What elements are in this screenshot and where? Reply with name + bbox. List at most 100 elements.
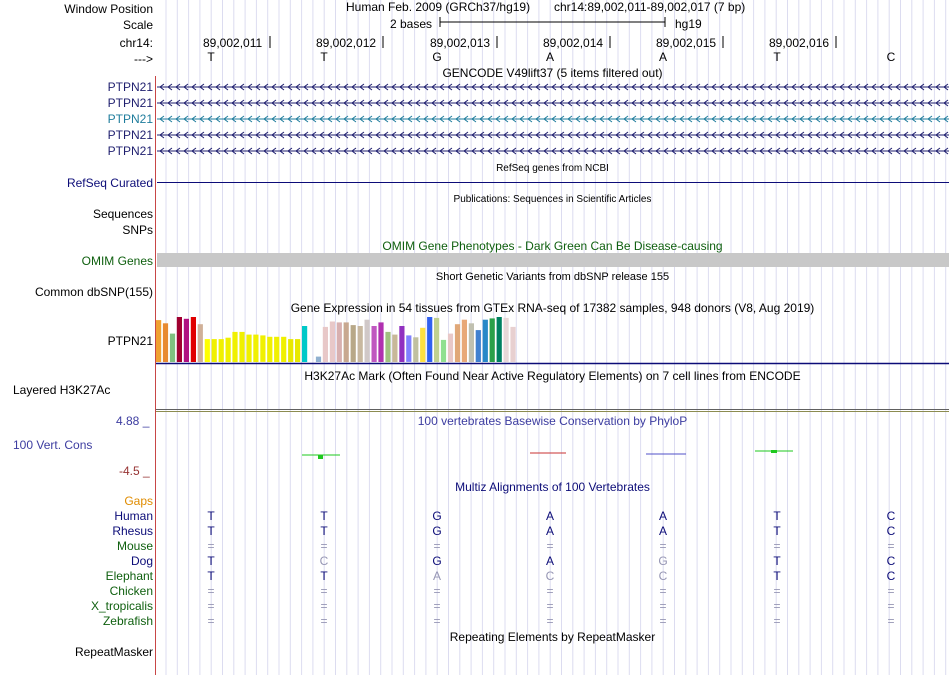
alignment-base: T	[773, 554, 781, 568]
ruler-position: 89,002,016	[769, 36, 830, 50]
gtex-bar	[510, 326, 516, 362]
alignment-base: =	[546, 614, 554, 628]
species-label[interactable]: Human	[114, 509, 153, 523]
alignment-base: =	[320, 614, 328, 628]
phylop-track-title[interactable]: 100 vertebrates Basewise Conservation by…	[417, 414, 688, 428]
gtex-bar	[183, 318, 189, 362]
snps-label[interactable]: SNPs	[122, 223, 153, 237]
multiz-track-title[interactable]: Multiz Alignments of 100 Vertebrates	[455, 480, 650, 494]
alignment-base: =	[207, 614, 215, 628]
alignment-base: T	[773, 524, 781, 538]
gencode-item-label[interactable]: PTPN21	[107, 112, 153, 126]
alignment-base: =	[433, 614, 441, 628]
window-position-label: Window Position	[64, 2, 153, 16]
alignment-base: T	[320, 509, 328, 523]
alignment-base: =	[773, 599, 781, 613]
gaps-label[interactable]: Gaps	[124, 494, 153, 508]
alignment-base: =	[207, 584, 215, 598]
omim-label[interactable]: OMIM Genes	[81, 254, 153, 268]
gtex-track-title[interactable]: Gene Expression in 54 tissues from GTEx …	[290, 301, 815, 315]
refseq-track-title[interactable]: RefSeq genes from NCBI	[496, 163, 609, 174]
alignment-base: =	[320, 539, 328, 553]
gtex-bar	[204, 339, 210, 362]
gtex-bar	[392, 334, 398, 362]
gtex-bar	[489, 318, 495, 362]
gencode-item-label[interactable]: PTPN21	[107, 96, 153, 110]
alignment-base: =	[433, 539, 441, 553]
strand-arrows	[159, 115, 949, 123]
ruler-position: 89,002,011	[203, 36, 263, 50]
refseq-label[interactable]: RefSeq Curated	[66, 176, 153, 190]
gencode-item-label[interactable]: PTPN21	[107, 128, 153, 142]
gtex-bar	[274, 336, 280, 362]
alignment-base: G	[658, 554, 668, 568]
omim-track-title[interactable]: OMIM Gene Phenotypes - Dark Green Can Be…	[382, 239, 723, 253]
species-label[interactable]: Rhesus	[112, 524, 153, 538]
alignment-base: =	[546, 539, 554, 553]
species-label[interactable]: Mouse	[116, 539, 153, 553]
gtex-bar	[475, 330, 481, 362]
gtex-bar	[253, 334, 259, 362]
alignment-base: =	[887, 584, 895, 598]
species-label[interactable]: Elephant	[105, 569, 153, 583]
alignment-base: =	[659, 584, 667, 598]
species-label[interactable]: Zebrafish	[102, 614, 153, 628]
alignment-base: C	[886, 569, 896, 583]
dbsnp-label[interactable]: Common dbSNP(155)	[34, 285, 153, 299]
gtex-bar	[218, 339, 224, 362]
publications-track-title[interactable]: Publications: Sequences in Scientific Ar…	[453, 194, 652, 205]
species-label[interactable]: Dog	[130, 554, 153, 568]
alignment-base: A	[545, 524, 554, 538]
alignment-base: =	[887, 539, 895, 553]
gtex-bar	[302, 326, 308, 362]
gtex-bar	[281, 336, 287, 362]
ruler-position: 89,002,014	[543, 36, 604, 50]
dbsnp-track-title[interactable]: Short Genetic Variants from dbSNP releas…	[435, 271, 670, 283]
gtex-bar	[420, 327, 426, 362]
h3k27ac-label[interactable]: Layered H3K27Ac	[13, 383, 111, 397]
alignment-base: =	[320, 584, 328, 598]
species-label[interactable]: Chicken	[109, 584, 153, 598]
gtex-bar	[267, 336, 273, 362]
chrom-label: chr14:	[119, 36, 153, 50]
gtex-bar	[454, 324, 461, 362]
ruler-base: T	[320, 50, 328, 64]
alignment-base: =	[433, 584, 441, 598]
scale-db: hg19	[675, 17, 702, 31]
strand-arrows	[159, 99, 949, 107]
gtex-bar	[482, 319, 488, 362]
alignment-base: =	[207, 599, 215, 613]
gencode-track-title[interactable]: GENCODE V49lift37 (5 items filtered out)	[442, 66, 663, 80]
h3k27ac-track-title[interactable]: H3K27Ac Mark (Often Found Near Active Re…	[304, 369, 801, 383]
gencode-item-label[interactable]: PTPN21	[107, 80, 153, 94]
ruler-base: C	[886, 50, 896, 64]
gtex-bar	[190, 317, 196, 362]
alignment-base: C	[545, 569, 555, 583]
gtex-bar	[211, 339, 217, 362]
gtex-bar	[503, 317, 509, 362]
gtex-bar	[232, 331, 238, 363]
alignment-base: C	[886, 554, 896, 568]
repeatmasker-track-title[interactable]: Repeating Elements by RepeatMasker	[449, 630, 656, 644]
strand-arrows	[159, 83, 949, 91]
species-label[interactable]: X_tropicalis	[90, 599, 153, 613]
position-readout: chr14:89,002,011-89,002,017 (7 bp)	[554, 0, 746, 14]
alignment-base: A	[545, 554, 554, 568]
alignment-base: A	[658, 509, 667, 523]
repeatmasker-label[interactable]: RepeatMasker	[74, 645, 153, 659]
gtex-bar	[440, 339, 447, 362]
gtex-bar	[246, 334, 252, 362]
gtex-bar	[364, 319, 370, 362]
ruler-base: A	[658, 50, 667, 64]
alignment-base: =	[320, 599, 328, 613]
phylop-label[interactable]: 100 Vert. Cons	[13, 438, 93, 452]
alignment-base: G	[432, 509, 442, 523]
sequences-label[interactable]: Sequences	[92, 207, 153, 221]
gtex-label[interactable]: PTPN21	[107, 334, 153, 348]
alignment-base: C	[658, 569, 668, 583]
gtex-bar	[371, 326, 377, 362]
gtex-bar	[378, 322, 384, 362]
gtex-bar	[162, 323, 169, 362]
gencode-item-label[interactable]: PTPN21	[107, 144, 153, 158]
